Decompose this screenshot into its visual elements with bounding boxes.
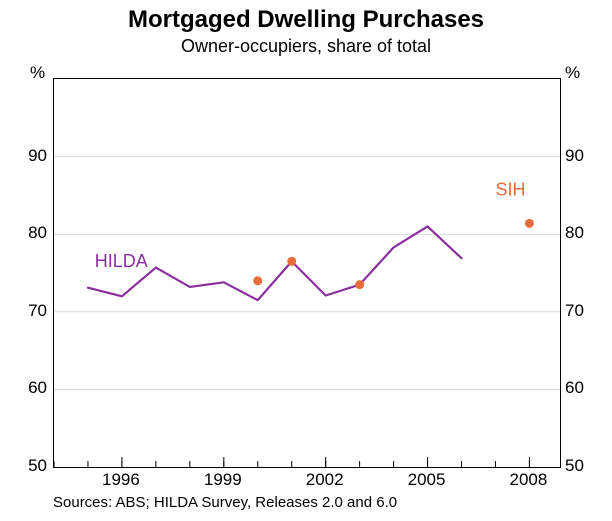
tick-label: 60: [565, 378, 584, 398]
tick-label: 70: [565, 301, 584, 321]
tick-label: 80: [7, 223, 47, 243]
tick-label: 50: [7, 456, 47, 476]
series-label-sih: SIH: [495, 179, 525, 199]
tick-label: 50: [565, 456, 584, 476]
chart-container: Mortgaged Dwelling Purchases Owner-occup…: [0, 0, 612, 521]
y-axis-unit-right: %: [565, 63, 580, 83]
plot-svg: HILDA SIH: [54, 79, 560, 467]
tick-label: 1996: [91, 470, 151, 490]
tick-label: 60: [7, 378, 47, 398]
plot-area: HILDA SIH: [53, 78, 561, 468]
tick-label: 70: [7, 301, 47, 321]
tick-label: 2005: [397, 470, 457, 490]
y-axis-unit-left: %: [30, 63, 45, 83]
tick-label: 90: [565, 146, 584, 166]
chart-subtitle: Owner-occupiers, share of total: [0, 36, 612, 57]
tick-label: 90: [7, 146, 47, 166]
source-text: Sources: ABS; HILDA Survey, Releases 2.0…: [53, 494, 397, 511]
series-label-hilda: HILDA: [95, 251, 148, 271]
tick-label: 80: [565, 223, 584, 243]
chart-title: Mortgaged Dwelling Purchases: [0, 6, 612, 34]
tick-label: 2008: [498, 470, 558, 490]
tick-label: 2002: [295, 470, 355, 490]
tick-label: 1999: [193, 470, 253, 490]
